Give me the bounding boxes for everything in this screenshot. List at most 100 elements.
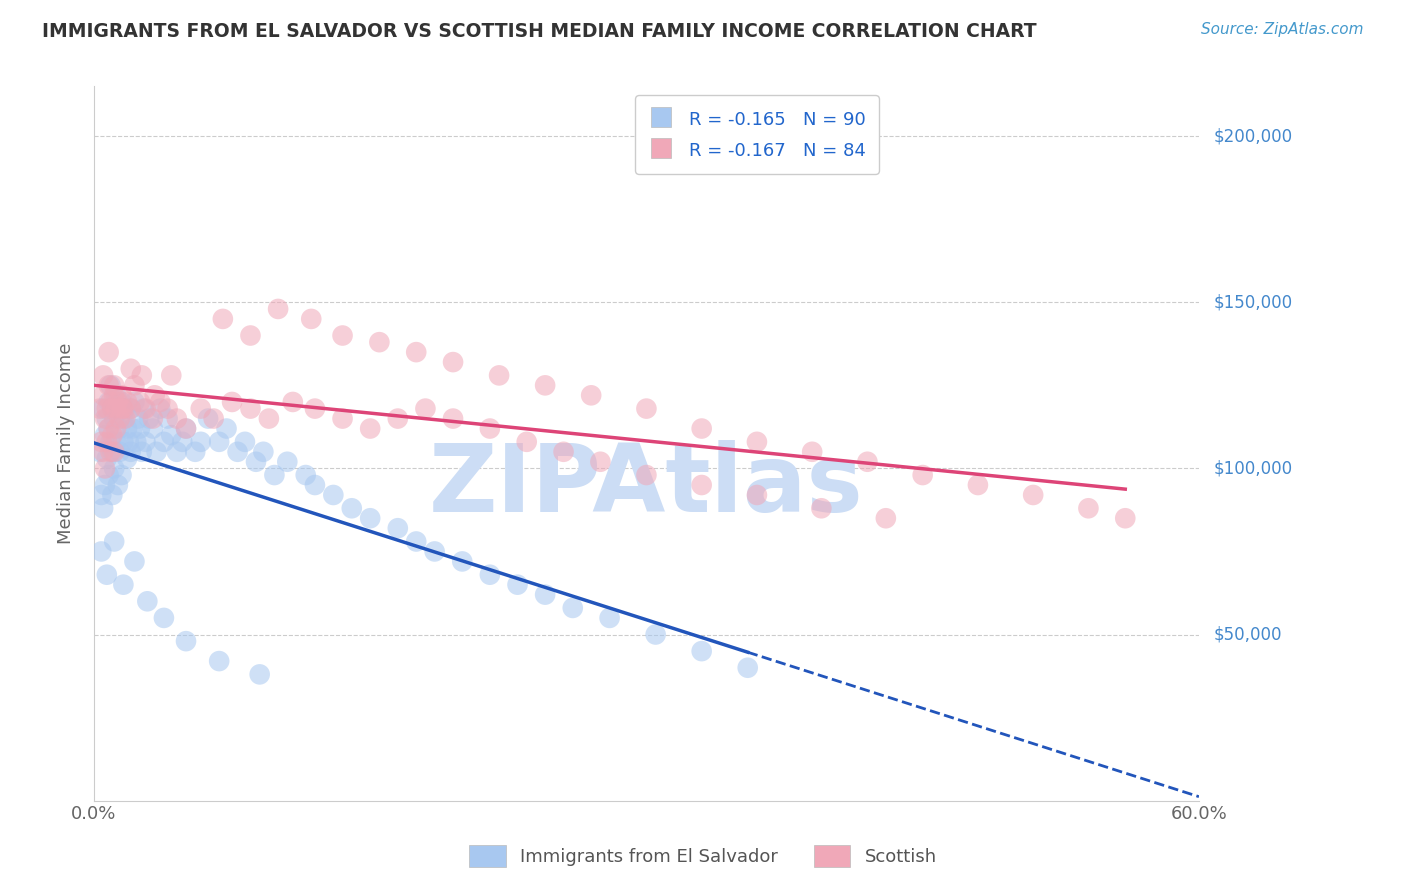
Point: [101, 488, 124, 502]
Point: [911, 468, 934, 483]
Legend: Immigrants from El Salvador, Scottish: Immigrants from El Salvador, Scottish: [463, 838, 943, 874]
Point: [100, 434, 122, 449]
Point: [110, 395, 132, 409]
Point: [89, 444, 111, 458]
Point: [153, 611, 176, 625]
Point: [359, 421, 381, 435]
Point: [96, 411, 118, 425]
Point: [441, 355, 464, 369]
Point: [415, 401, 437, 416]
Point: [1077, 501, 1099, 516]
Point: [115, 395, 138, 409]
Point: [190, 401, 212, 416]
Point: [121, 421, 143, 435]
Point: [745, 434, 768, 449]
Point: [94, 461, 117, 475]
Point: [690, 421, 713, 435]
Point: [160, 368, 183, 383]
Point: [108, 421, 131, 435]
Point: [89, 401, 111, 416]
Point: [142, 421, 165, 435]
Point: [94, 428, 117, 442]
Point: [91, 444, 114, 458]
Point: [101, 401, 124, 416]
Point: [156, 411, 179, 425]
Point: [103, 378, 125, 392]
Point: [174, 421, 197, 435]
Point: [233, 434, 256, 449]
Point: [299, 312, 322, 326]
Point: [245, 455, 267, 469]
Point: [131, 368, 153, 383]
Point: [249, 667, 271, 681]
Point: [875, 511, 897, 525]
Point: [156, 401, 179, 416]
Text: $150,000: $150,000: [1213, 293, 1292, 311]
Point: [304, 401, 326, 416]
Point: [103, 388, 125, 402]
Point: [239, 328, 262, 343]
Point: [252, 444, 274, 458]
Point: [143, 388, 166, 402]
Point: [294, 468, 316, 483]
Point: [138, 411, 160, 425]
Point: [120, 444, 142, 458]
Point: [105, 388, 128, 402]
Point: [91, 501, 114, 516]
Point: [387, 521, 409, 535]
Point: [405, 534, 427, 549]
Point: [96, 451, 118, 466]
Point: [553, 444, 575, 458]
Point: [737, 661, 759, 675]
Text: ZIPAtlas: ZIPAtlas: [429, 441, 863, 533]
Point: [136, 594, 159, 608]
Point: [91, 368, 114, 383]
Point: [120, 401, 142, 416]
Text: $200,000: $200,000: [1213, 128, 1292, 145]
Point: [103, 411, 125, 425]
Point: [105, 421, 128, 435]
Point: [108, 411, 131, 425]
Text: $100,000: $100,000: [1213, 459, 1292, 477]
Point: [174, 421, 197, 435]
Point: [801, 444, 824, 458]
Point: [276, 455, 298, 469]
Point: [107, 478, 129, 492]
Point: [118, 434, 141, 449]
Point: [110, 401, 132, 416]
Point: [423, 544, 446, 558]
Point: [211, 312, 233, 326]
Point: [101, 428, 124, 442]
Point: [387, 411, 409, 425]
Point: [257, 411, 280, 425]
Point: [190, 434, 212, 449]
Point: [134, 434, 156, 449]
Point: [534, 378, 557, 392]
Text: Source: ZipAtlas.com: Source: ZipAtlas.com: [1201, 22, 1364, 37]
Point: [690, 644, 713, 658]
Point: [166, 444, 188, 458]
Point: [149, 401, 172, 416]
Point: [90, 544, 112, 558]
Point: [107, 395, 129, 409]
Point: [226, 444, 249, 458]
Point: [281, 395, 304, 409]
Point: [1022, 488, 1045, 502]
Point: [142, 411, 165, 425]
Point: [263, 468, 285, 483]
Point: [96, 567, 118, 582]
Point: [131, 444, 153, 458]
Point: [221, 395, 243, 409]
Point: [97, 468, 120, 483]
Point: [153, 434, 176, 449]
Point: [91, 388, 114, 402]
Point: [112, 434, 135, 449]
Text: $50,000: $50,000: [1213, 625, 1282, 643]
Point: [184, 444, 207, 458]
Point: [690, 478, 713, 492]
Point: [94, 411, 117, 425]
Point: [239, 401, 262, 416]
Point: [127, 411, 149, 425]
Point: [745, 488, 768, 502]
Point: [340, 501, 363, 516]
